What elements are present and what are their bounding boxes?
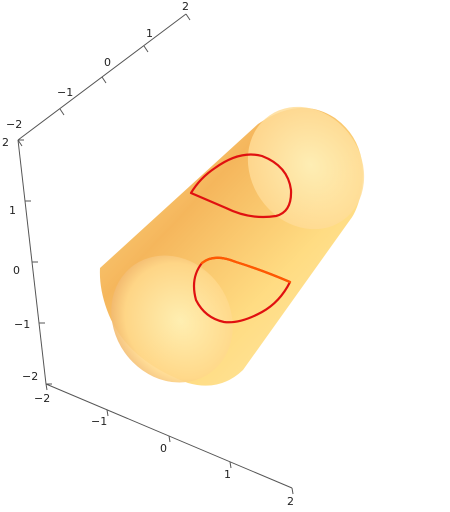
bottom-tick-label: −1: [91, 415, 107, 428]
bottom-tick-label: 1: [224, 468, 231, 481]
bottom-axis-labels: −2 −1 0 1 2: [34, 392, 294, 508]
top-tick-label: 2: [182, 0, 189, 13]
curve-loop-lower-front: [200, 256, 292, 284]
left-tick-label: 2: [2, 136, 9, 149]
top-tick-label: −1: [57, 86, 73, 99]
cylinder-top-cap: [247, 106, 365, 230]
space-curves[interactable]: [189, 153, 293, 324]
top-tick-label: 1: [146, 27, 153, 40]
left-tick-label: 0: [13, 264, 20, 277]
curve-loop-upper[interactable]: [189, 153, 293, 219]
left-tick-label: 1: [9, 204, 16, 217]
bottom-tick-label: 2: [287, 495, 294, 508]
cylinder-surface[interactable]: [87, 84, 388, 406]
cylinder-bottom-cap: [111, 255, 233, 383]
axis-ticks: [17, 13, 294, 495]
left-tick-label: −1: [14, 318, 30, 331]
top-tick-label: −2: [6, 118, 22, 131]
left-tick-label: −2: [22, 370, 38, 383]
top-tick-label: 0: [104, 56, 111, 69]
bottom-tick-label: −2: [34, 392, 50, 405]
bottom-tick-label: 0: [160, 442, 167, 455]
top-axis-labels: 2 1 0 −1 −2: [6, 0, 189, 131]
left-axis-labels: 2 1 0 −1 −2: [2, 136, 38, 383]
